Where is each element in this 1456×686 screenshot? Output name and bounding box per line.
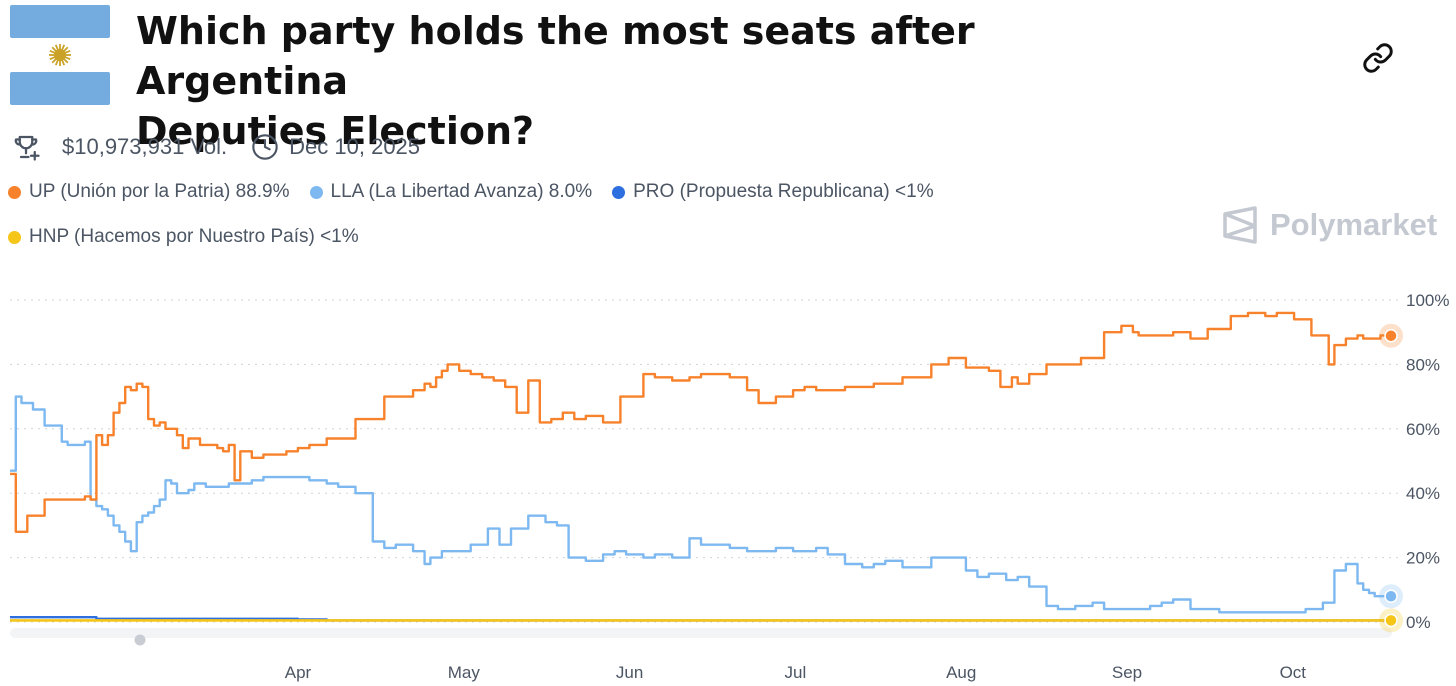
x-tick-label: Apr	[285, 663, 312, 682]
endpoint-marker	[1384, 589, 1398, 603]
clock-icon	[249, 131, 281, 163]
title-line-1: Which party holds the most seats after A…	[136, 9, 975, 103]
x-tick-label: Aug	[946, 663, 976, 682]
time-scrubber-track[interactable]	[10, 628, 1392, 638]
legend-item-up[interactable]: UP (Unión por la Patria) 88.9%	[8, 181, 290, 203]
legend-dot-up	[8, 185, 21, 199]
legend-dot-hnp	[8, 230, 21, 244]
series-line-lla	[10, 395, 1392, 614]
legend-label-up: UP (Unión por la Patria) 88.9%	[29, 181, 290, 202]
legend-dot-lla	[309, 185, 323, 199]
argentina-flag-icon	[10, 5, 110, 105]
flag-bottom-stripe	[10, 72, 110, 105]
x-tick-label: May	[448, 663, 481, 682]
legend-row-2: HNP (Hacemos por Nuestro País) <1%	[8, 226, 379, 248]
flag-top-stripe	[10, 5, 110, 38]
x-tick-label: Oct	[1280, 663, 1307, 682]
y-tick-label: 20%	[1406, 549, 1440, 568]
title-line-2: Deputies Election?	[136, 109, 535, 153]
y-tick-label: 100%	[1406, 291, 1449, 310]
legend-label-lla: LLA (La Libertad Avanza) 8.0%	[330, 181, 593, 202]
polymarket-logo-icon	[1223, 206, 1257, 244]
trophy-icon	[10, 131, 42, 163]
series-line-up	[10, 311, 1392, 533]
market-meta: $10,973,931 Vol. Dec 10, 2025	[10, 130, 420, 164]
legend-item-hnp[interactable]: HNP (Hacemos por Nuestro País) <1%	[8, 226, 359, 248]
x-tick-label: Jul	[785, 663, 807, 682]
legend-row-1: UP (Unión por la Patria) 88.9% LLA (La L…	[8, 181, 954, 203]
legend-dot-pro	[612, 185, 626, 199]
endpoint-marker	[1384, 613, 1398, 628]
y-tick-label: 40%	[1406, 484, 1440, 503]
polymarket-logo-text: Polymarket	[1270, 207, 1438, 242]
page-title: Which party holds the most seats after A…	[136, 6, 1136, 156]
legend-item-lla[interactable]: LLA (La Libertad Avanza) 8.0%	[309, 181, 593, 203]
link-icon[interactable]	[1362, 42, 1394, 74]
x-tick-label: Sep	[1112, 663, 1142, 682]
x-tick-label: Jun	[616, 663, 643, 682]
flag-sun	[49, 44, 71, 66]
polymarket-logo: Polymarket	[1222, 204, 1437, 246]
price-history-chart[interactable]: 100% 80% 60% 40% 20% 0% Apr May Jun Jul Aug Sep Oct	[0, 280, 1456, 686]
time-scrubber-handle[interactable]	[134, 634, 146, 646]
legend-item-pro[interactable]: PRO (Propuesta Republicana) <1%	[612, 181, 934, 203]
y-tick-label: 60%	[1406, 420, 1440, 439]
endpoint-marker	[1384, 328, 1398, 343]
y-tick-label: 80%	[1406, 355, 1440, 374]
end-date-text: Dec 10, 2025	[289, 134, 421, 159]
volume-text: $10,973,931 Vol.	[62, 134, 228, 159]
y-tick-label: 0%	[1406, 613, 1431, 632]
legend-label-hnp: HNP (Hacemos por Nuestro País) <1%	[29, 226, 359, 247]
legend-label-pro: PRO (Propuesta Republicana) <1%	[633, 181, 934, 202]
